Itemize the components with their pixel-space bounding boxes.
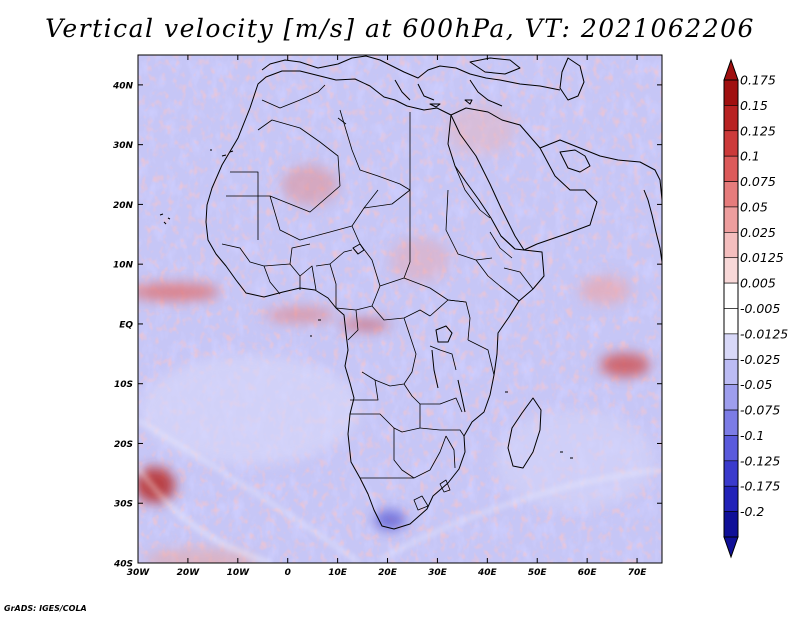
- colorbar-max-arrow: [723, 58, 739, 81]
- lon-tick-label: 70E: [628, 568, 648, 578]
- colorbar-label: 0.025: [740, 225, 776, 240]
- lon-tick-label: 30E: [428, 568, 448, 578]
- colorbar-swatch: [723, 333, 739, 360]
- colorbar-swatch: [723, 130, 739, 157]
- lon-tick-label: 40E: [477, 568, 498, 578]
- colorbar-swatch: [723, 206, 739, 233]
- colorbar-label: 0.0125: [740, 250, 784, 265]
- lat-tick-label: 10S: [114, 380, 133, 390]
- colorbar-swatch: [723, 232, 739, 259]
- lat-tick-label: 20N: [113, 201, 134, 211]
- colorbar-swatch: [723, 384, 739, 411]
- lat-tick-label: EQ: [119, 320, 133, 330]
- colorbar-swatch: [723, 282, 739, 309]
- chart-title: Vertical velocity [m/s] at 600hPa, VT: 2…: [45, 14, 755, 43]
- lat-tick-label: 10N: [113, 261, 134, 271]
- colorbar-label: 0.175: [740, 73, 776, 88]
- colorbar-label: -0.05: [740, 377, 772, 392]
- colorbar-swatch: [723, 460, 739, 487]
- lat-tick-label: 30N: [113, 141, 134, 151]
- colorbar-swatch: [723, 105, 739, 132]
- lon-tick-label: 20E: [378, 568, 398, 578]
- colorbar-label: -0.005: [740, 301, 780, 316]
- colorbar-label: -0.0125: [740, 326, 788, 341]
- lon-tick-label: 60E: [578, 568, 598, 578]
- lat-tick-label: 40N: [112, 81, 134, 91]
- credit-text: GrADS: IGES/COLA: [4, 604, 87, 613]
- lon-axis: 30W 20W 10W 0 10E 20E 30E 40E 50E 60E 70E: [127, 55, 647, 578]
- lon-tick-label: 20W: [177, 568, 201, 578]
- colorbar-swatch: [723, 409, 739, 436]
- colorbar-swatch: [723, 257, 739, 284]
- lon-tick-label: 0: [285, 568, 291, 578]
- colorbar-swatch: [723, 511, 739, 538]
- lat-axis: 40N 30N 20N 10N EQ 10S 20S 30S 40S: [112, 81, 662, 570]
- colorbar-label: -0.175: [740, 479, 780, 494]
- colorbar-swatch: [723, 181, 739, 208]
- colorbar-label: -0.025: [740, 352, 780, 367]
- colorbar-label: 0.1: [740, 149, 760, 164]
- colorbar-label: -0.1: [740, 428, 764, 443]
- colorbar-swatch: [723, 308, 739, 335]
- colorbar-label: 0.005: [740, 276, 776, 291]
- lat-tick-label: 30S: [114, 500, 133, 510]
- map-frame: [137, 54, 663, 564]
- colorbar-swatch: [723, 79, 739, 106]
- colorbar-swatch: [723, 155, 739, 182]
- lon-tick-label: 50E: [528, 568, 548, 578]
- colorbar-frame: [723, 79, 739, 538]
- colorbar-label: 0.05: [740, 199, 768, 214]
- lat-tick-label: 20S: [114, 440, 133, 450]
- colorbar-swatch: [723, 485, 739, 512]
- lon-tick-label: 30W: [127, 568, 151, 578]
- colorbar-label: 0.15: [740, 98, 768, 113]
- colorbar-min-arrow: [723, 536, 739, 559]
- colorbar-label: -0.2: [740, 504, 764, 519]
- colorbar-label: 0.125: [740, 123, 776, 138]
- lat-tick-label: 40S: [113, 560, 133, 570]
- colorbar-swatch: [723, 358, 739, 385]
- lon-tick-label: 10W: [227, 568, 251, 578]
- colorbar-label: -0.125: [740, 453, 780, 468]
- velocity-field: [138, 55, 662, 563]
- colorbar-label: 0.075: [740, 174, 776, 189]
- colorbar-label: -0.075: [740, 403, 780, 418]
- colorbar-swatch: [723, 435, 739, 462]
- colorbar: 0.175 0.15 0.125 0.1 0.075 0.05 0.025 0.0125 0.0…: [723, 58, 788, 559]
- lon-tick-label: 10E: [328, 568, 348, 578]
